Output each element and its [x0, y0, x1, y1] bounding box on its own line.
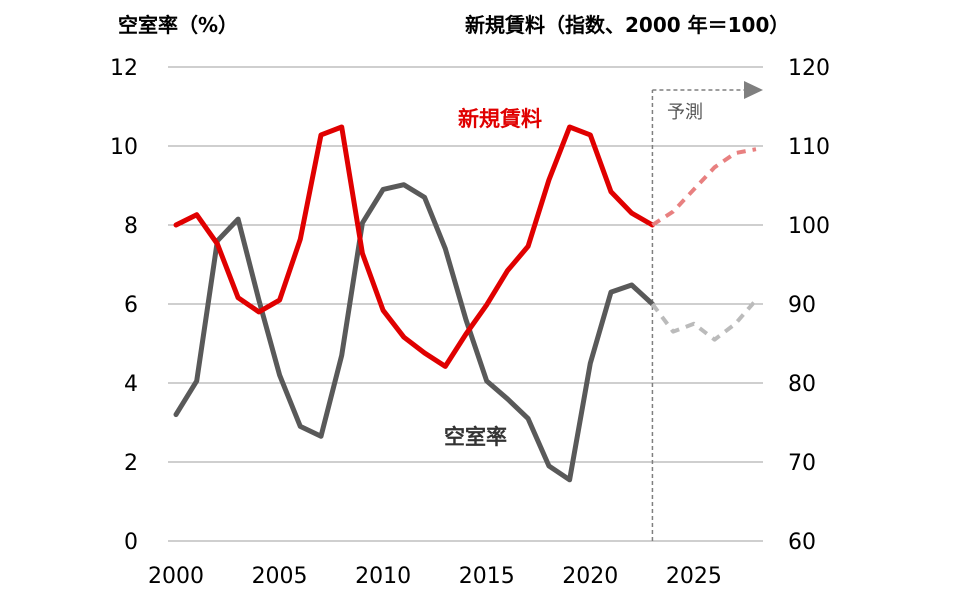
- left-axis-title: 空室率（%）: [118, 13, 238, 37]
- left-tick-label: 8: [124, 214, 138, 239]
- left-y-axis: 0 2 4 6 8 10 12: [110, 56, 138, 555]
- right-tick-label: 70: [788, 451, 816, 476]
- right-axis-title: 新規賃料（指数、2000 年＝100）: [465, 13, 789, 37]
- x-tick-label: 2015: [459, 564, 515, 589]
- left-tick-label: 0: [124, 530, 138, 555]
- right-tick-label: 80: [788, 372, 816, 397]
- forecast-label: 予測: [667, 102, 703, 123]
- forecast-arrow-head: [744, 81, 763, 99]
- x-axis: 2000 2005 2010 2015 2020 2025: [148, 564, 722, 589]
- vacancy-series-label: 空室率: [444, 425, 507, 449]
- left-tick-label: 2: [124, 451, 138, 476]
- rent-line: [173, 124, 655, 369]
- x-tick-label: 2010: [355, 564, 411, 589]
- right-tick-label: 110: [788, 135, 830, 160]
- left-tick-label: 12: [110, 56, 138, 81]
- forecast-marker: [651, 81, 763, 541]
- right-tick-label: 100: [788, 214, 830, 239]
- left-tick-label: 6: [124, 293, 138, 318]
- right-tick-label: 120: [788, 56, 830, 81]
- right-y-axis: 60 70 80 90 100 110 120: [788, 56, 830, 555]
- x-tick-label: 2020: [562, 564, 618, 589]
- rent-series-label: 新規賃料: [458, 107, 542, 131]
- left-tick-label: 10: [110, 135, 138, 160]
- vacancy-line: [173, 182, 655, 483]
- right-tick-label: 60: [788, 530, 816, 555]
- vacancy-forecast-line: [650, 298, 758, 342]
- left-tick-label: 4: [124, 372, 138, 397]
- x-tick-label: 2000: [148, 564, 204, 589]
- rent-forecast-line: [651, 147, 757, 227]
- gridlines: [168, 66, 763, 542]
- series-lines: [173, 124, 758, 483]
- x-tick-label: 2025: [666, 564, 722, 589]
- right-tick-label: 90: [788, 293, 816, 318]
- x-tick-label: 2005: [252, 564, 308, 589]
